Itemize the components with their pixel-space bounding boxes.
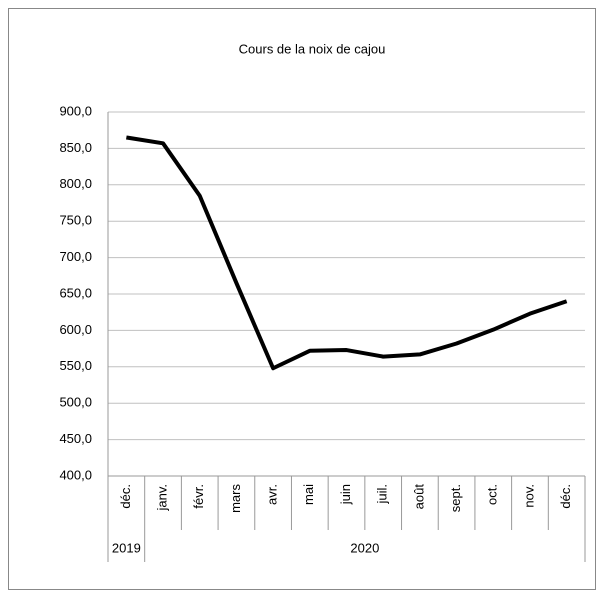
y-tick-label: 650,0: [59, 285, 92, 300]
x-tick-label: févr.: [191, 484, 206, 509]
x-tick-label: nov.: [521, 484, 536, 508]
x-tick-label: juin: [338, 484, 353, 505]
y-tick-label: 850,0: [59, 140, 92, 155]
y-tick-label: 700,0: [59, 249, 92, 264]
y-tick-label: 750,0: [59, 213, 92, 228]
x-tick-label: août: [411, 484, 426, 510]
chart-title: Cours de la noix de cajou: [239, 41, 386, 56]
y-tick-label: 800,0: [59, 176, 92, 191]
x-tick-label: juil.: [375, 484, 390, 505]
y-tick-label: 900,0: [59, 103, 92, 118]
group-label: 2019: [112, 540, 141, 555]
x-tick-label: déc.: [558, 484, 573, 509]
data-line: [126, 135, 568, 371]
x-tick-label: avr.: [265, 484, 280, 505]
x-tick-label: oct.: [485, 484, 500, 505]
x-tick-label: mai: [301, 484, 316, 505]
y-tick-label: 450,0: [59, 431, 92, 446]
x-tick-label: déc.: [118, 484, 133, 509]
y-tick-label: 550,0: [59, 358, 92, 373]
group-label: 2020: [350, 540, 379, 555]
x-tick-label: janv.: [154, 484, 169, 512]
x-tick-label: sept.: [448, 484, 463, 512]
x-tick-label: mars: [228, 484, 243, 513]
y-tick-label: 600,0: [59, 322, 92, 337]
chart-border: [8, 8, 596, 590]
y-tick-label: 500,0: [59, 395, 92, 410]
y-tick-label: 400,0: [59, 467, 92, 482]
